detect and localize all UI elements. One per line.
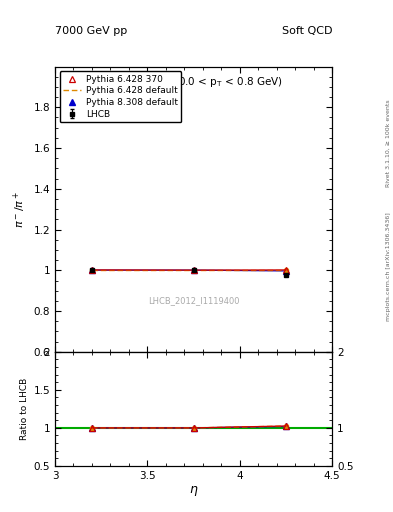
Text: mcplots.cern.ch [arXiv:1306.3436]: mcplots.cern.ch [arXiv:1306.3436] [386, 212, 391, 321]
X-axis label: $\eta$: $\eta$ [189, 483, 198, 498]
Pythia 6.428 default [90, 267, 94, 273]
Text: 7000 GeV pp: 7000 GeV pp [55, 26, 127, 36]
Pythia 6.428 default [191, 267, 196, 273]
Pythia 8.308 default [283, 268, 288, 274]
Pythia 6.428 370 [283, 267, 288, 273]
Pythia 6.428 370 [90, 267, 94, 273]
Text: LHCB_2012_I1119400: LHCB_2012_I1119400 [148, 296, 239, 305]
Line: Pythia 8.308 default: Pythia 8.308 default [89, 267, 289, 274]
Pythia 6.428 default [283, 267, 288, 273]
Pythia 6.428 370 [191, 267, 196, 273]
Legend: Pythia 6.428 370, Pythia 6.428 default, Pythia 8.308 default, LHCB: Pythia 6.428 370, Pythia 6.428 default, … [59, 71, 181, 122]
Line: Pythia 6.428 370: Pythia 6.428 370 [89, 267, 289, 273]
Text: Rivet 3.1.10, ≥ 100k events: Rivet 3.1.10, ≥ 100k events [386, 99, 391, 187]
Pythia 8.308 default [191, 267, 196, 273]
Text: Soft QCD: Soft QCD [282, 26, 332, 36]
Y-axis label: $\pi^-/\pi^+$: $\pi^-/\pi^+$ [12, 190, 28, 228]
Text: $\pi^-/\pi^+$ vs |y| (0.0 < p$_\mathrm{T}$ < 0.8 GeV): $\pi^-/\pi^+$ vs |y| (0.0 < p$_\mathrm{T… [104, 75, 283, 90]
Y-axis label: Ratio to LHCB: Ratio to LHCB [20, 378, 29, 440]
Pythia 8.308 default [90, 267, 94, 273]
